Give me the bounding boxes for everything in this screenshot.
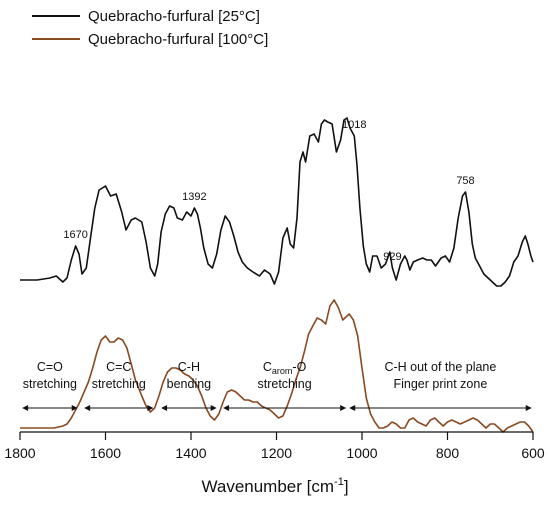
x-ticks: 1800 1600 1400 1200 1000 800 600 — [4, 432, 545, 461]
x-tick-label-1200: 1200 — [261, 445, 292, 461]
peak-label-929: 929 — [383, 251, 401, 263]
x-axis-title: Wavenumber [cm-1] — [201, 476, 348, 496]
series-line-25c — [20, 117, 534, 287]
region-arrowhead-right — [525, 405, 532, 411]
peak-label-758: 758 — [456, 175, 474, 187]
peak-label-1018: 1018 — [342, 119, 366, 131]
region-label-line1: Carom-O — [263, 360, 307, 376]
region-arrowhead-right — [147, 405, 154, 411]
region-arrowhead-left — [161, 405, 168, 411]
region-arrowhead-left — [22, 405, 29, 411]
series-line-100c — [20, 299, 534, 433]
region-label-line2: Finger print zone — [393, 377, 487, 391]
region-label-line2: bending — [167, 377, 212, 391]
region-arrowhead-left — [349, 405, 356, 411]
region-1: C=C stretching — [84, 360, 154, 411]
region-arrowhead-right — [340, 405, 347, 411]
peak-label-1670: 1670 — [63, 229, 87, 241]
x-tick-label-600: 600 — [521, 445, 545, 461]
x-tick-label-800: 800 — [436, 445, 460, 461]
x-axis: 1800 1600 1400 1200 1000 800 600 Wavenumber [c… — [4, 431, 545, 496]
region-arrowhead-right — [210, 405, 217, 411]
region-2: C-H bending — [161, 360, 217, 411]
region-label-line1: C-H — [178, 360, 200, 374]
region-label-line2: stretching — [23, 377, 77, 391]
x-tick-label-1800: 1800 — [4, 445, 35, 461]
region-label-line1: C=O — [37, 360, 63, 374]
region-label-line1: C=C — [106, 360, 131, 374]
region-label-line1: C-H out of the plane — [384, 360, 496, 374]
region-arrowhead-right — [71, 405, 78, 411]
region-arrowhead-left — [84, 405, 91, 411]
legend-label-25c: Quebracho-furfural [25°C] — [88, 8, 260, 25]
region-4: C-H out of the plane Finger print zone — [349, 360, 532, 411]
peak-label-1392: 1392 — [182, 191, 206, 203]
x-tick-label-1600: 1600 — [90, 445, 121, 461]
legend: Quebracho-furfural [25°C] Quebracho-furf… — [32, 8, 268, 48]
x-tick-label-1000: 1000 — [346, 445, 377, 461]
legend-label-100c: Quebracho-furfural [100°C] — [88, 31, 268, 48]
peak-labels: 1670 1392 1018 929 758 — [63, 119, 474, 263]
x-tick-label-1400: 1400 — [175, 445, 206, 461]
region-label-line2: stretching — [257, 377, 311, 391]
region-arrowhead-left — [223, 405, 230, 411]
band-regions: C=O stretching C=C stretching C-H bending Caro… — [22, 360, 532, 411]
region-label-line2: stretching — [92, 377, 146, 391]
region-0: C=O stretching — [22, 360, 78, 411]
